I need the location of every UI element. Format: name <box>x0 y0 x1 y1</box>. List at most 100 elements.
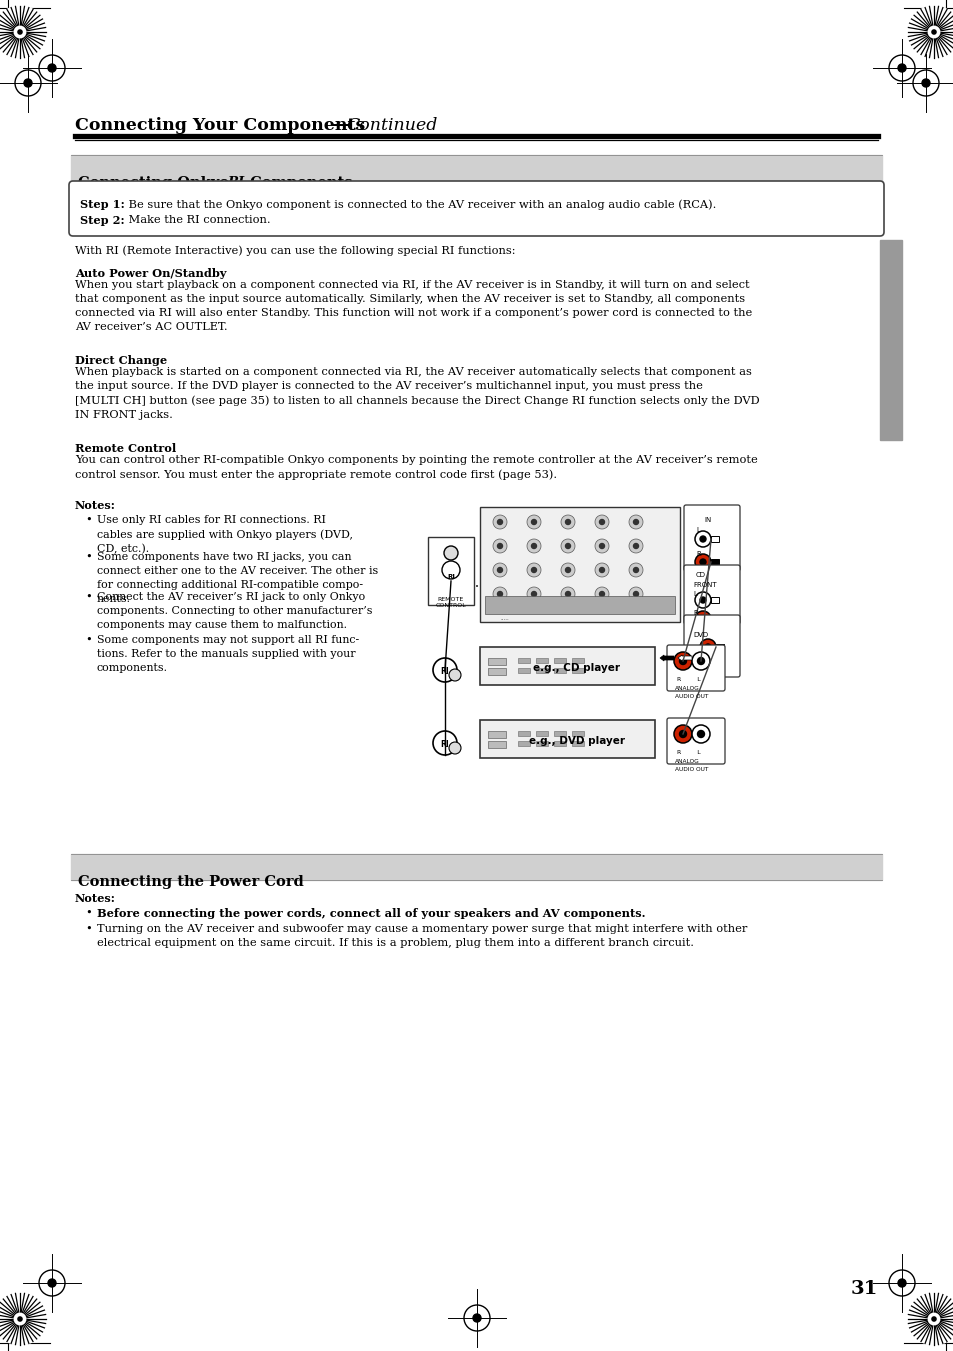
Bar <box>710 536 719 542</box>
Bar <box>488 658 505 665</box>
Bar <box>428 536 474 605</box>
Text: ANALOG: ANALOG <box>675 759 699 765</box>
Text: You can control other RI-compatible Onkyo components by pointing the remote cont: You can control other RI-compatible Onky… <box>75 455 757 480</box>
Bar <box>572 740 583 746</box>
Text: Notes:: Notes: <box>75 893 115 904</box>
Circle shape <box>931 1317 935 1321</box>
Text: L: L <box>692 590 696 597</box>
Circle shape <box>441 561 459 580</box>
Text: •: • <box>85 924 91 934</box>
Circle shape <box>48 63 56 72</box>
Text: Turning on the AV receiver and subwoofer may cause a momentary power surge that : Turning on the AV receiver and subwoofer… <box>97 924 746 948</box>
Text: e.g., CD player: e.g., CD player <box>533 663 619 673</box>
Text: AUDIO OUT: AUDIO OUT <box>675 767 708 771</box>
Circle shape <box>673 725 691 743</box>
Circle shape <box>704 644 710 650</box>
Circle shape <box>927 26 939 38</box>
FancyBboxPatch shape <box>666 644 724 690</box>
Text: RI: RI <box>440 740 449 748</box>
Text: DVD: DVD <box>692 632 707 638</box>
Bar <box>488 731 505 738</box>
Text: Some components have two RI jacks, you can
connect either one to the AV receiver: Some components have two RI jacks, you c… <box>97 553 377 604</box>
Bar <box>479 507 679 621</box>
Text: RI: RI <box>440 667 449 676</box>
Bar <box>71 854 882 880</box>
Bar <box>710 616 719 621</box>
Text: Components: Components <box>245 176 352 190</box>
Text: Make the RI connection.: Make the RI connection. <box>125 215 271 226</box>
Circle shape <box>24 78 32 86</box>
Circle shape <box>493 515 506 530</box>
Circle shape <box>679 658 686 665</box>
Bar <box>536 658 547 663</box>
Text: IN: IN <box>703 517 711 523</box>
FancyBboxPatch shape <box>683 615 740 677</box>
Circle shape <box>598 543 604 549</box>
Text: Before connecting the power cords, connect all of your speakers and AV component: Before connecting the power cords, conne… <box>97 908 645 919</box>
Circle shape <box>526 515 540 530</box>
Circle shape <box>497 592 502 597</box>
Text: •: • <box>85 553 91 562</box>
Text: 31: 31 <box>850 1279 877 1298</box>
Bar <box>517 658 530 663</box>
Circle shape <box>493 586 506 601</box>
Circle shape <box>679 731 686 738</box>
Bar <box>554 667 565 673</box>
Circle shape <box>633 567 638 573</box>
Circle shape <box>493 563 506 577</box>
Circle shape <box>0 1293 46 1346</box>
Text: Notes:: Notes: <box>75 500 115 511</box>
Circle shape <box>560 539 575 553</box>
Circle shape <box>897 1279 905 1288</box>
Bar <box>536 740 547 746</box>
Circle shape <box>700 597 705 603</box>
Text: —: — <box>331 118 348 134</box>
Text: FRONT: FRONT <box>692 582 716 588</box>
Bar <box>484 596 675 613</box>
Bar <box>554 731 565 736</box>
Text: R: R <box>692 611 697 616</box>
Circle shape <box>695 592 710 608</box>
Circle shape <box>18 30 22 34</box>
Circle shape <box>493 539 506 553</box>
Circle shape <box>931 30 935 34</box>
Bar <box>572 667 583 673</box>
Circle shape <box>598 520 604 524</box>
FancyArrow shape <box>659 655 673 661</box>
Bar <box>517 667 530 673</box>
Text: R        L: R L <box>677 677 700 682</box>
Text: •: • <box>85 592 91 603</box>
Text: •: • <box>85 515 91 526</box>
Bar <box>716 644 723 650</box>
Circle shape <box>633 543 638 549</box>
Circle shape <box>433 731 456 755</box>
Bar <box>554 740 565 746</box>
Text: With RI (Remote Interactive) you can use the following special RI functions:: With RI (Remote Interactive) you can use… <box>75 245 515 255</box>
Text: .....: ..... <box>499 616 508 621</box>
Bar <box>517 740 530 746</box>
Circle shape <box>14 1313 26 1325</box>
Circle shape <box>598 592 604 597</box>
Circle shape <box>927 1313 939 1325</box>
Text: Continued: Continued <box>346 118 436 134</box>
Bar <box>71 155 882 181</box>
Circle shape <box>560 515 575 530</box>
Text: Step 2:: Step 2: <box>80 215 125 226</box>
Text: When you start playback on a component connected via RI, if the AV receiver is i: When you start playback on a component c… <box>75 280 752 332</box>
Circle shape <box>473 1315 480 1323</box>
Circle shape <box>628 586 642 601</box>
Circle shape <box>697 658 703 665</box>
Bar <box>879 240 901 440</box>
Circle shape <box>595 586 608 601</box>
Circle shape <box>48 1279 56 1288</box>
Circle shape <box>700 616 705 621</box>
Circle shape <box>565 543 570 549</box>
Bar <box>710 597 719 603</box>
Text: AUDIO OUT: AUDIO OUT <box>675 694 708 698</box>
Text: Connect the AV receiver’s RI jack to only Onkyo
components. Connecting to other : Connect the AV receiver’s RI jack to onl… <box>97 592 372 630</box>
Circle shape <box>443 546 457 561</box>
Bar <box>488 740 505 748</box>
Bar <box>517 731 530 736</box>
Circle shape <box>695 531 710 547</box>
Circle shape <box>497 543 502 549</box>
